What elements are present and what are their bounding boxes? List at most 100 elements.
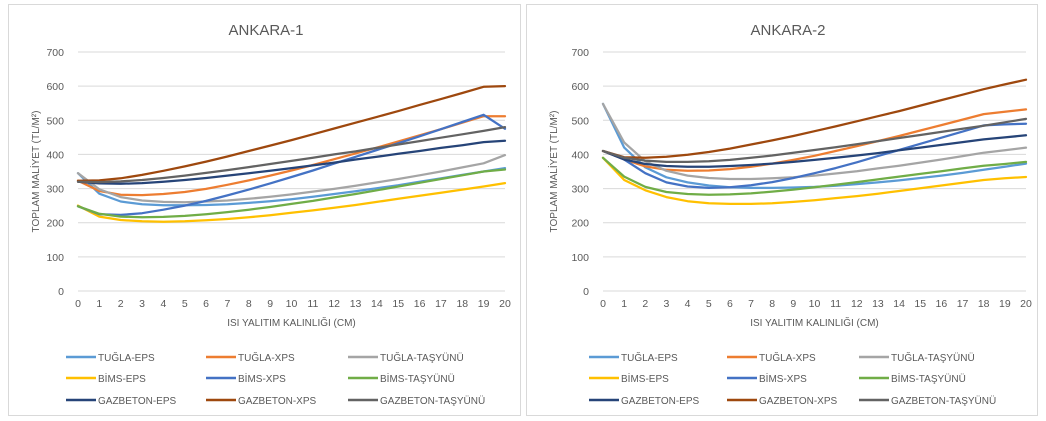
series-line: [601, 122, 1028, 190]
x-tick-label: 9: [790, 298, 796, 310]
x-tick-label: 7: [748, 298, 754, 310]
y-tick-label: 400: [46, 149, 64, 161]
legend-label: BİMS-XPS: [759, 372, 807, 385]
x-tick-label: 6: [727, 298, 733, 310]
x-tick-label: 8: [769, 298, 775, 310]
legend-label: GAZBETON-TAŞYÜNÜ: [891, 395, 996, 407]
x-tick-label: 0: [600, 298, 606, 310]
x-tick-label: 10: [286, 298, 298, 310]
x-tick-label: 0: [75, 298, 81, 310]
y-tick-label: 600: [571, 81, 589, 93]
y-tick-label: 500: [46, 115, 64, 127]
chart-ankara-1: ANKARA-1 0 100 200 300 400 500 600 700 0 1 2 3 4 5 6 7 8 9…: [8, 4, 521, 416]
x-axis-title: ISI YALITIM KALINLIĞI (CM): [227, 316, 356, 329]
legend-label: GAZBETON-TAŞYÜNÜ: [380, 395, 485, 407]
x-tick-label: 9: [267, 298, 273, 310]
x-tick-label: 20: [1020, 298, 1032, 310]
x-tick-label: 1: [96, 298, 102, 310]
legend-label: TUĞLA-XPS: [759, 351, 816, 364]
x-tick-label: 18: [978, 298, 990, 310]
x-tick-label: 11: [830, 298, 841, 310]
legend-label: GAZBETON-EPS: [98, 396, 176, 407]
x-tick-label: 4: [160, 298, 166, 310]
y-tick-label: 300: [46, 184, 64, 196]
legend-label: TUĞLA-TAŞYÜNÜ: [380, 351, 464, 364]
legend-label: TUĞLA-TAŞYÜNÜ: [891, 351, 975, 364]
x-tick-label: 19: [478, 298, 490, 310]
chart-title: ANKARA-1: [228, 22, 303, 39]
x-tick-label: 3: [664, 298, 670, 310]
x-tick-label: 16: [414, 298, 426, 310]
y-tick-label: 700: [571, 47, 589, 59]
x-tick-label: 5: [706, 298, 712, 310]
x-tick-label: 15: [914, 298, 926, 310]
y-tick-label: 400: [571, 149, 589, 161]
legend-label: BİMS-TAŞYÜNÜ: [380, 372, 455, 385]
x-tick-label: 12: [328, 298, 340, 310]
series-line: [76, 153, 507, 204]
legend-label: BİMS-XPS: [238, 372, 286, 385]
y-tick-label: 500: [571, 115, 589, 127]
y-tick-label: 100: [571, 252, 589, 264]
series-line: [76, 113, 507, 217]
x-tick-label: 13: [350, 298, 362, 310]
x-tick-label: 16: [936, 298, 948, 310]
legend-label: BİMS-TAŞYÜNÜ: [891, 372, 966, 385]
legend-label: BİMS-EPS: [621, 372, 669, 385]
x-axis-title: ISI YALITIM KALINLIĞI (CM): [750, 316, 879, 329]
x-tick-label: 15: [392, 298, 404, 310]
y-tick-label: 300: [571, 184, 589, 196]
x-tick-label: 10: [809, 298, 821, 310]
x-tick-label: 18: [456, 298, 468, 310]
x-tick-label: 6: [203, 298, 209, 310]
legend-label: TUĞLA-XPS: [238, 351, 295, 364]
x-tick-label: 14: [893, 298, 905, 310]
series-line: [76, 168, 507, 219]
x-tick-label: 3: [139, 298, 145, 310]
series-line: [601, 78, 1028, 159]
legend-label: TUĞLA-EPS: [98, 351, 155, 364]
x-tick-label: 5: [182, 298, 188, 310]
legend-label: GAZBETON-XPS: [759, 396, 837, 407]
x-tick-label: 8: [246, 298, 252, 310]
x-tick-label: 4: [685, 298, 691, 310]
x-tick-label: 19: [999, 298, 1011, 310]
x-tick-label: 2: [642, 298, 648, 310]
series-line: [601, 102, 1028, 181]
y-axis-title: TOPLAM MALİYET (TL/M²): [29, 111, 42, 233]
series-line: [601, 156, 1028, 196]
x-tick-label: 11: [307, 298, 318, 310]
y-axis-title: TOPLAM MALİYET (TL/M²): [547, 111, 560, 233]
series-line: [76, 125, 507, 184]
x-tick-label: 1: [621, 298, 627, 310]
legend-label: BİMS-EPS: [98, 372, 146, 385]
series-line: [76, 181, 507, 223]
y-tick-label: 200: [46, 218, 64, 230]
y-tick-label: 0: [583, 286, 589, 298]
chart-ankara-2: ANKARA-2 0 100 200 300 400 500 600 700 0 1 2 3 4 5 6 7 8 9…: [526, 4, 1038, 416]
x-tick-label: 17: [957, 298, 969, 310]
legend-label: TUĞLA-EPS: [621, 351, 678, 364]
x-tick-label: 20: [499, 298, 511, 310]
y-tick-label: 0: [58, 286, 64, 298]
series-line: [601, 134, 1028, 168]
series-line: [601, 117, 1028, 164]
chart-title: ANKARA-2: [750, 22, 825, 39]
x-tick-label: 17: [435, 298, 447, 310]
series-line: [76, 139, 507, 185]
x-tick-label: 2: [118, 298, 124, 310]
series-line: [601, 156, 1028, 206]
legend-label: GAZBETON-EPS: [621, 396, 699, 407]
legend-label: GAZBETON-XPS: [238, 396, 316, 407]
series-line: [601, 108, 1028, 172]
x-tick-label: 12: [851, 298, 863, 310]
x-tick-label: 14: [371, 298, 383, 310]
x-tick-label: 13: [872, 298, 884, 310]
series-line: [76, 84, 507, 182]
y-tick-label: 200: [571, 218, 589, 230]
y-tick-label: 700: [46, 47, 64, 59]
y-tick-label: 100: [46, 252, 64, 264]
x-tick-label: 7: [225, 298, 231, 310]
